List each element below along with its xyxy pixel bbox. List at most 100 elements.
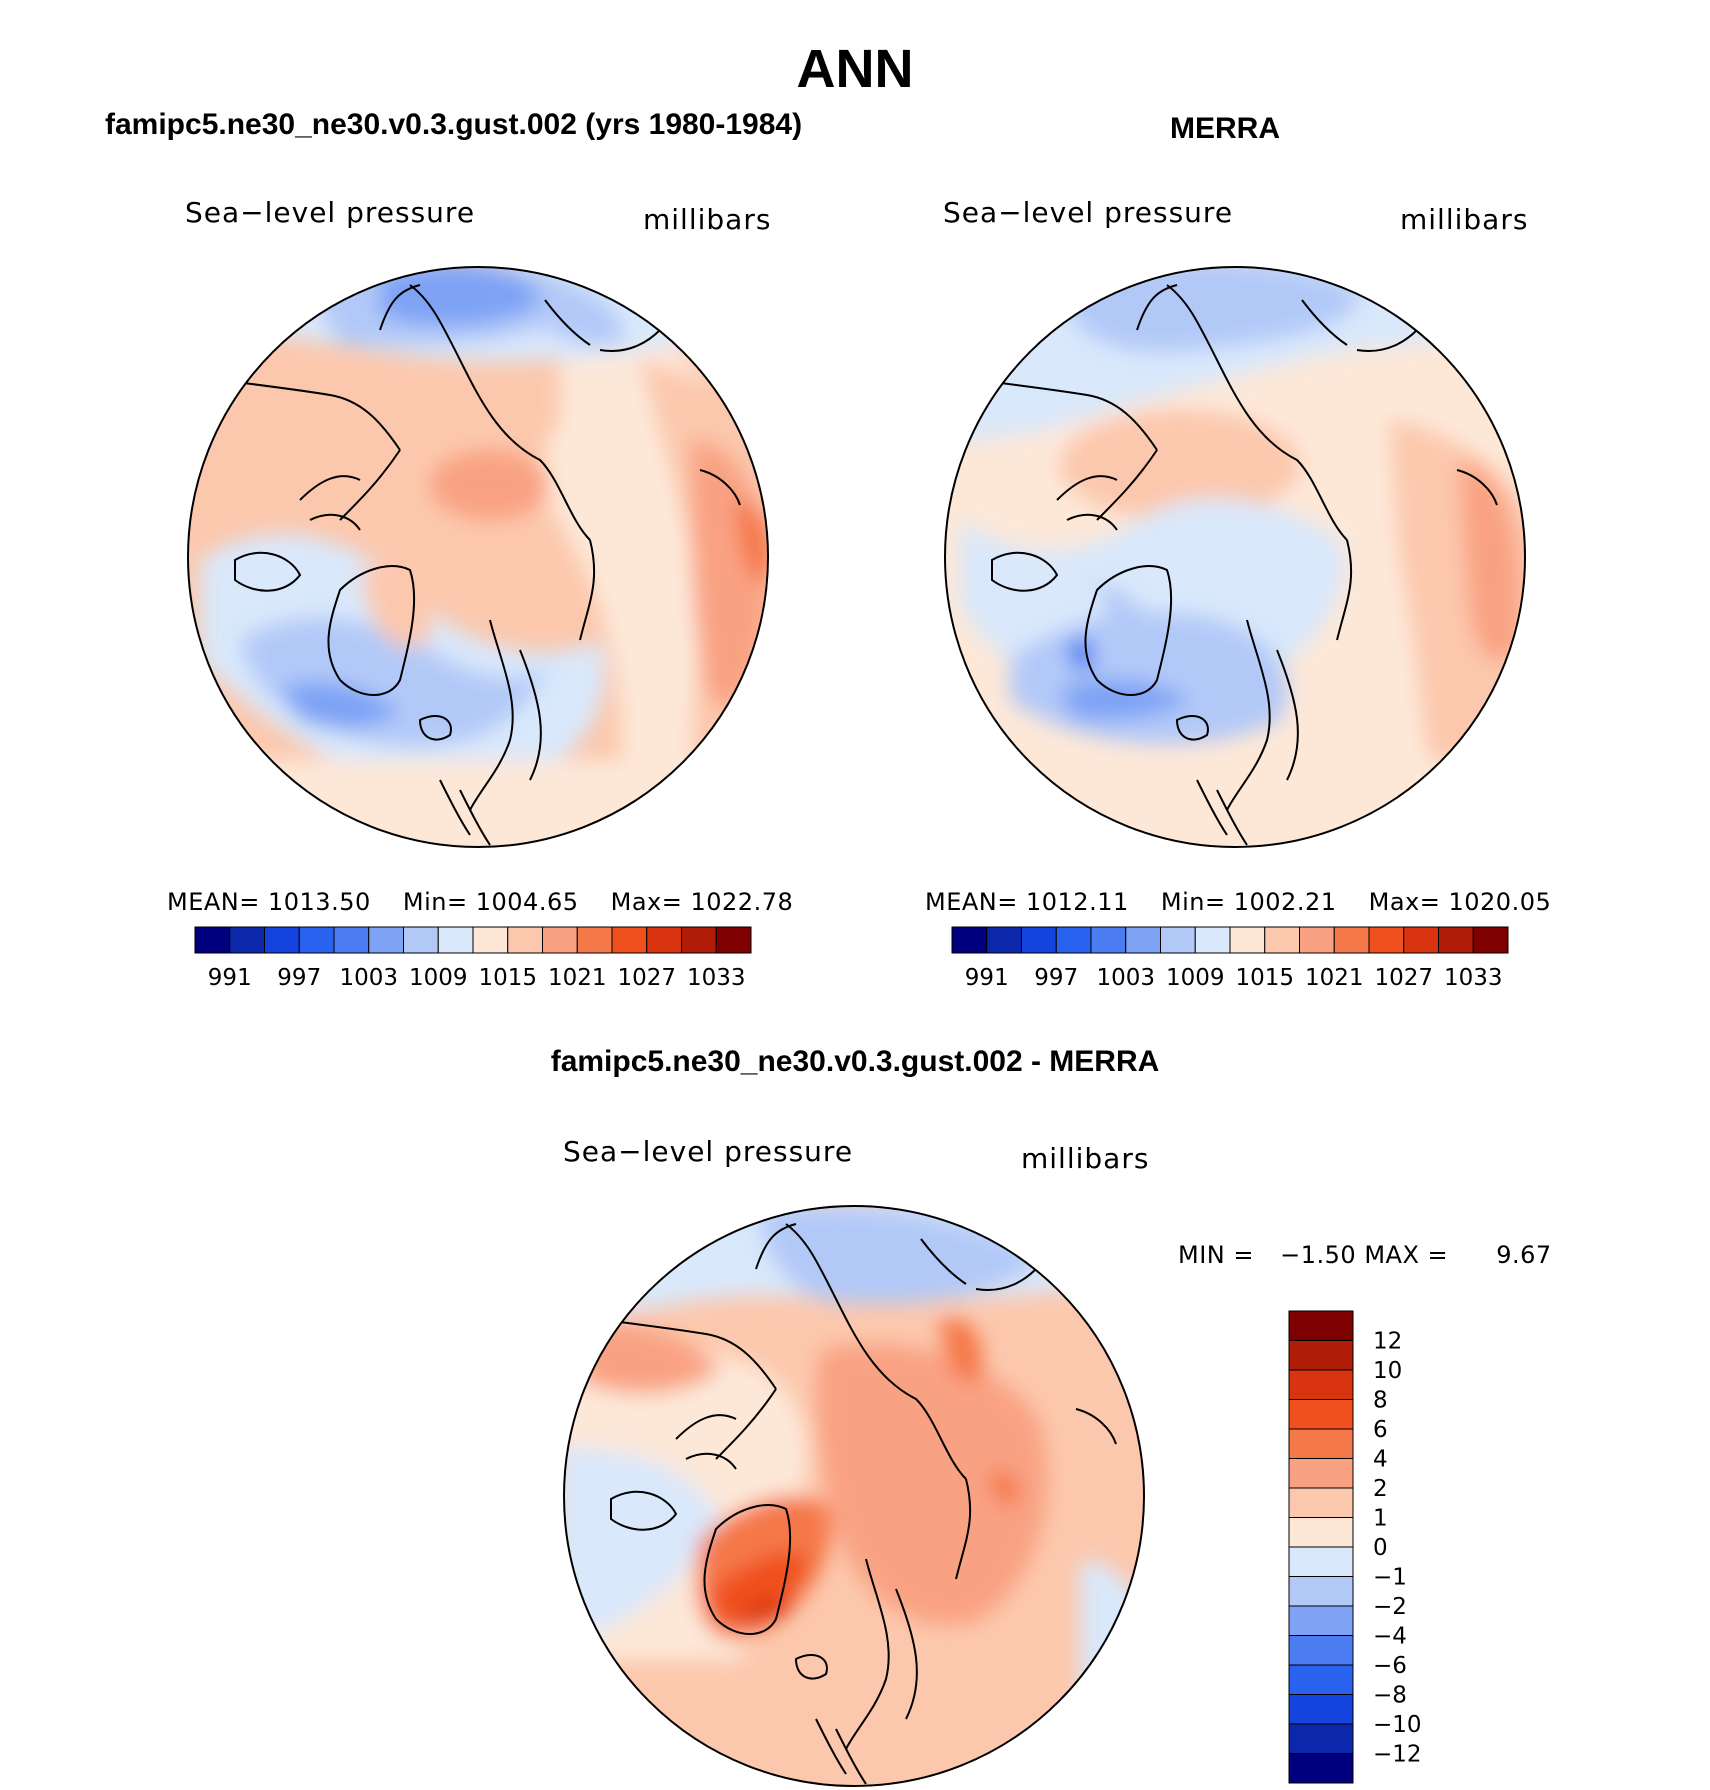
diff-colorbar-swatch — [1288, 1605, 1354, 1636]
diff-variable-label: Sea−level pressure — [563, 1135, 854, 1168]
diff-colorbar-tick-label: −12 — [1373, 1742, 1422, 1768]
model-mean-label: MEAN= — [167, 888, 260, 916]
obs-colorbar-tick-label: 1015 — [1235, 965, 1294, 991]
obs-stats: MEAN= 1012.11 Min= 1002.21 Max= 1020.05 — [925, 888, 1551, 916]
model-colorbar-swatch — [576, 926, 613, 954]
obs-mean-label: MEAN= — [925, 888, 1018, 916]
diff-panel-title: famipc5.ne30_ne30.v0.3.gust.002 - MERRA — [550, 1045, 1160, 1078]
obs-colorbar-swatch — [1125, 926, 1161, 954]
diff-colorbar-swatch — [1288, 1428, 1354, 1459]
obs-colorbar-swatch — [1021, 926, 1057, 954]
obs-colorbar: 991 997 1003 1009 1015 1021 1027 1033 — [951, 926, 1509, 991]
model-max-label: Max= — [610, 888, 683, 916]
obs-colorbar-swatch — [1160, 926, 1196, 954]
obs-panel-title: MERRA — [1170, 112, 1280, 145]
model-colorbar-swatch — [368, 926, 404, 954]
obs-map-border — [944, 266, 1526, 848]
obs-colorbar-tick-label: 1027 — [1374, 965, 1433, 991]
model-colorbar-tick-label: 1027 — [617, 965, 676, 991]
diff-colorbar-tick-label: 1 — [1373, 1506, 1388, 1532]
model-colorbar-swatch — [298, 926, 335, 954]
diff-colorbar-swatch — [1288, 1517, 1354, 1548]
model-colorbar-swatch — [437, 926, 474, 954]
diff-colorbar-tick-label: 6 — [1373, 1417, 1388, 1443]
model-colorbar-swatch — [194, 926, 231, 954]
model-coastlines — [219, 284, 741, 846]
model-panel-title: famipc5.ne30_ne30.v0.3.gust.002 (yrs 198… — [105, 108, 803, 141]
model-colorbar-tick-label: 1003 — [339, 965, 398, 991]
model-colorbar-swatch — [229, 926, 265, 954]
model-polar-map — [187, 266, 769, 848]
diff-colorbar-tick-label: −6 — [1373, 1653, 1407, 1679]
diff-colorbar-swatch — [1288, 1576, 1354, 1607]
obs-colorbar-swatch — [951, 926, 988, 954]
obs-colorbar-swatch — [1472, 926, 1509, 954]
diff-colorbar-swatch — [1288, 1458, 1354, 1489]
model-colorbar-swatch — [333, 926, 370, 954]
diff-colorbar-tick-label: 8 — [1373, 1388, 1388, 1414]
diff-units-label: millibars — [1021, 1142, 1150, 1175]
diff-colorbar-swatch — [1288, 1753, 1354, 1784]
model-variable-label: Sea−level pressure — [185, 196, 476, 229]
obs-colorbar-tick-label: 1033 — [1444, 965, 1503, 991]
obs-colorbar-swatch — [1438, 926, 1474, 954]
obs-polar-map — [944, 266, 1526, 848]
model-colorbar-swatch — [681, 926, 717, 954]
obs-colorbar-tick-label: 997 — [1034, 965, 1078, 991]
obs-colorbar-swatch — [1055, 926, 1092, 954]
model-colorbar-swatch — [542, 926, 578, 954]
model-colorbar-tick-label: 997 — [277, 965, 321, 991]
obs-colorbar-tick-label: 991 — [965, 965, 1009, 991]
diff-max-label: MAX = — [1364, 1241, 1449, 1269]
diff-polar-map — [563, 1205, 1145, 1787]
model-colorbar: 991 997 1003 1009 1015 1021 1027 1033 — [194, 926, 752, 991]
diff-colorbar-swatch — [1288, 1487, 1354, 1518]
obs-variable-label: Sea−level pressure — [943, 196, 1234, 229]
obs-mean-value: 1012.11 — [1026, 888, 1129, 916]
diff-max-value: 9.67 — [1496, 1241, 1552, 1269]
model-colorbar-tick-label: 991 — [208, 965, 252, 991]
obs-colorbar-tick-label: 1003 — [1096, 965, 1155, 991]
diff-colorbar-swatch — [1288, 1546, 1354, 1577]
model-colorbar-swatch — [264, 926, 300, 954]
model-colorbar-tick-label: 1021 — [548, 965, 607, 991]
diff-colorbar-swatch — [1288, 1635, 1354, 1666]
obs-colorbar-swatch — [1368, 926, 1405, 954]
diff-min-value: −1.50 — [1280, 1241, 1357, 1269]
model-min-value: 1004.65 — [475, 888, 579, 916]
obs-max-label: Max= — [1368, 888, 1441, 916]
diff-colorbar-tick-label: −1 — [1373, 1565, 1407, 1591]
model-min-label: Min= — [402, 888, 468, 916]
main-title: ANN — [796, 39, 914, 99]
model-map-border — [187, 266, 769, 848]
model-mean-value: 1013.50 — [268, 888, 371, 916]
obs-field-contours — [945, 267, 1525, 847]
obs-coastlines — [976, 284, 1498, 846]
diff-colorbar-tick-label: −8 — [1373, 1683, 1407, 1709]
obs-colorbar-swatch — [1194, 926, 1231, 954]
obs-colorbar-tick-label: 1009 — [1166, 965, 1225, 991]
model-colorbar-swatch — [472, 926, 509, 954]
obs-colorbar-swatch — [1299, 926, 1335, 954]
diff-colorbar-swatch — [1288, 1723, 1354, 1754]
model-colorbar-swatch — [403, 926, 439, 954]
model-colorbar-tick-label: 1015 — [478, 965, 537, 991]
diff-colorbar-swatch — [1288, 1340, 1354, 1371]
model-stats: MEAN= 1013.50 Min= 1004.65 Max= 1022.78 — [167, 888, 793, 916]
diff-min-label: MIN = — [1178, 1241, 1254, 1269]
diff-colorbar-swatch — [1288, 1310, 1354, 1341]
diff-coastlines — [595, 1223, 1117, 1785]
obs-min-label: Min= — [1160, 888, 1226, 916]
diff-colorbar-tick-label: 12 — [1373, 1329, 1402, 1355]
diff-colorbar-swatch — [1288, 1399, 1354, 1430]
diff-colorbar-tick-label: 4 — [1373, 1447, 1388, 1473]
diff-stats: MIN = −1.50 MAX = 9.67 — [1178, 1241, 1552, 1269]
diff-colorbar-tick-label: −4 — [1373, 1624, 1407, 1650]
obs-min-value: 1002.21 — [1233, 888, 1337, 916]
diff-colorbar-swatch — [1288, 1694, 1354, 1725]
diff-colorbar-tick-label: 2 — [1373, 1476, 1388, 1502]
diff-map-border — [563, 1205, 1145, 1787]
obs-colorbar-swatch — [1264, 926, 1300, 954]
